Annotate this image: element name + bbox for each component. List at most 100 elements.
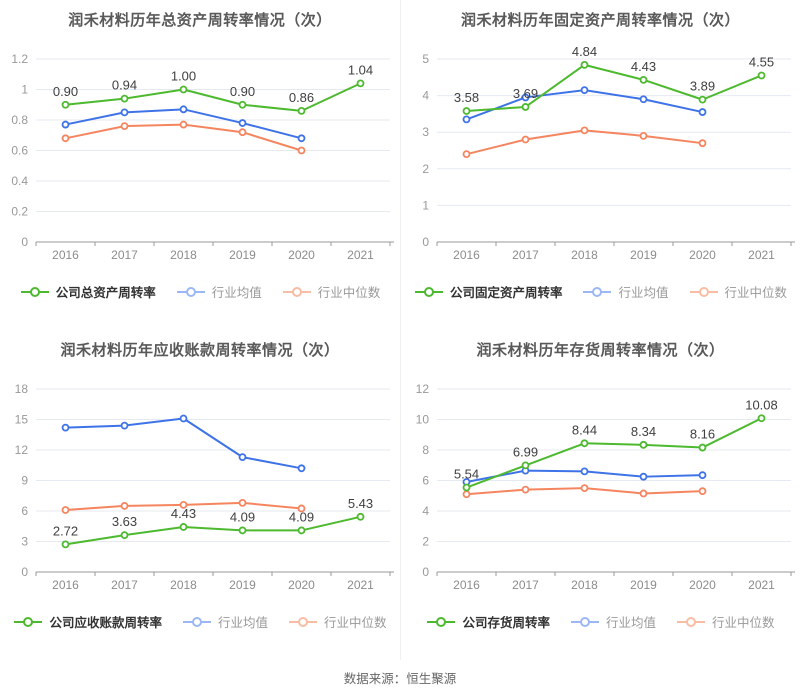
- data-point-marker[interactable]: [297, 134, 306, 143]
- data-point-marker[interactable]: [639, 75, 648, 84]
- data-point-marker[interactable]: [462, 115, 471, 124]
- data-point-marker[interactable]: [462, 490, 471, 499]
- y-tick-label: 8: [422, 443, 429, 457]
- y-tick-label: 0.8: [11, 113, 28, 127]
- data-point-marker[interactable]: [120, 502, 129, 510]
- x-tick-label: 2016: [52, 578, 79, 592]
- data-point-marker[interactable]: [580, 484, 589, 493]
- data-point-marker[interactable]: [462, 150, 471, 159]
- data-point-marker[interactable]: [61, 506, 70, 514]
- x-tick-label: 2021: [748, 578, 775, 592]
- data-point-marker[interactable]: [356, 79, 365, 88]
- data-point-marker[interactable]: [521, 103, 530, 111]
- data-point-marker[interactable]: [639, 95, 648, 104]
- line-chart-receivables-turnover[interactable]: 0 3 6 9 12 15 18 2016 2017 2018 2019 2020 2021 2.72 3.…: [0, 362, 400, 598]
- data-point-marker[interactable]: [521, 93, 530, 102]
- chart-legend: 公司应收账款周转率 行业均值 行业中位数: [0, 612, 400, 631]
- legend-item-company[interactable]: 公司总资产周转率: [20, 282, 156, 301]
- data-point-marker[interactable]: [61, 540, 70, 549]
- data-point-marker[interactable]: [639, 489, 648, 498]
- data-point-marker[interactable]: [120, 108, 129, 117]
- data-point-marker[interactable]: [120, 94, 129, 103]
- legend-item-industry-mean[interactable]: 行业均值: [176, 282, 262, 301]
- data-point-marker[interactable]: [120, 122, 129, 130]
- legend-item-industry-median[interactable]: 行业中位数: [689, 282, 787, 301]
- data-point-marker[interactable]: [238, 119, 247, 127]
- data-point-marker[interactable]: [120, 531, 129, 539]
- data-point-marker[interactable]: [639, 472, 648, 481]
- data-point-marker[interactable]: [238, 498, 247, 507]
- data-point-marker[interactable]: [580, 467, 589, 476]
- legend-label: 行业中位数: [317, 286, 381, 300]
- data-point-marker[interactable]: [757, 71, 766, 80]
- legend-item-company[interactable]: 公司存货周转率: [426, 612, 550, 631]
- legend-item-industry-mean[interactable]: 行业均值: [182, 612, 268, 631]
- data-point-marker[interactable]: [179, 105, 188, 114]
- data-point-marker[interactable]: [297, 106, 306, 115]
- data-point-marker[interactable]: [580, 126, 589, 135]
- value-label: 3.69: [513, 86, 538, 101]
- data-point-marker[interactable]: [238, 100, 247, 109]
- data-point-marker[interactable]: [356, 512, 365, 521]
- data-point-marker[interactable]: [61, 120, 70, 129]
- data-point-marker[interactable]: [297, 504, 306, 513]
- data-point-marker[interactable]: [639, 440, 648, 449]
- data-point-marker[interactable]: [521, 461, 530, 470]
- data-point-marker[interactable]: [521, 485, 530, 494]
- data-point-marker[interactable]: [179, 414, 188, 423]
- legend-item-company[interactable]: 公司固定资产周转率: [414, 282, 562, 301]
- data-point-marker[interactable]: [580, 86, 589, 95]
- legend-marker-icon: [414, 286, 443, 297]
- chart-legend: 公司固定资产周转率 行业均值 行业中位数: [401, 282, 800, 301]
- data-point-marker[interactable]: [698, 139, 707, 148]
- data-point-marker[interactable]: [179, 500, 188, 509]
- panel-fixed-asset-turnover: 润禾材料历年固定资产周转率情况（次） 0 1 2 3 4 5 2016 2017 2018 201…: [400, 0, 800, 330]
- legend-item-industry-median[interactable]: 行业中位数: [676, 612, 775, 631]
- line-chart-total-asset-turnover[interactable]: 0 0.2 0.4 0.6 0.8 1 1.2 2016 2017 2018 2019 2020 202…: [0, 32, 400, 268]
- data-point-marker[interactable]: [120, 421, 129, 430]
- legend-item-industry-median[interactable]: 行业中位数: [282, 282, 381, 301]
- value-label: 5.43: [348, 496, 373, 511]
- legend-label: 行业中位数: [712, 616, 775, 630]
- data-point-marker[interactable]: [61, 423, 70, 432]
- y-tick-label: 10: [416, 413, 430, 427]
- value-label: 4.09: [289, 509, 314, 524]
- data-point-marker[interactable]: [757, 414, 766, 423]
- y-tick-label: 5: [422, 52, 429, 66]
- data-point-marker[interactable]: [462, 107, 471, 115]
- line-chart-fixed-asset-turnover[interactable]: 0 1 2 3 4 5 2016 2017 2018 2019 2020 2021 3.58 3.69 4.…: [401, 32, 800, 268]
- data-point-marker[interactable]: [61, 134, 70, 143]
- data-point-marker[interactable]: [238, 128, 247, 137]
- data-point-marker[interactable]: [698, 487, 707, 496]
- legend-item-industry-median[interactable]: 行业中位数: [288, 612, 387, 631]
- data-point-marker[interactable]: [179, 120, 188, 129]
- data-point-marker[interactable]: [639, 131, 648, 140]
- data-point-marker[interactable]: [238, 453, 247, 462]
- line-chart-inventory-turnover[interactable]: 0 2 4 6 8 10 12 2016 2017 2018 2019 2020 2021 5.54 6.9…: [401, 362, 800, 598]
- x-tick-label: 2016: [453, 578, 480, 592]
- data-point-marker[interactable]: [179, 85, 188, 94]
- data-point-marker[interactable]: [698, 443, 707, 452]
- data-point-marker[interactable]: [238, 526, 247, 535]
- data-point-marker[interactable]: [698, 108, 707, 116]
- data-point-marker[interactable]: [580, 439, 589, 448]
- legend-marker-icon: [583, 286, 612, 297]
- series-line: [64, 515, 362, 546]
- data-point-marker[interactable]: [521, 135, 530, 144]
- value-label: 4.55: [749, 54, 774, 69]
- data-point-marker[interactable]: [580, 60, 589, 69]
- legend-item-industry-mean[interactable]: 行业均值: [582, 282, 669, 301]
- data-point-marker[interactable]: [698, 95, 707, 104]
- data-point-marker[interactable]: [297, 526, 306, 535]
- data-point-marker[interactable]: [462, 483, 471, 492]
- legend-label: 行业均值: [217, 616, 268, 630]
- data-point-marker[interactable]: [179, 523, 188, 531]
- data-point-marker[interactable]: [61, 100, 70, 109]
- data-point-marker[interactable]: [297, 464, 306, 473]
- legend-marker-icon: [289, 616, 317, 627]
- data-point-marker[interactable]: [297, 146, 306, 155]
- series-line: [64, 82, 362, 112]
- legend-item-industry-mean[interactable]: 行业均值: [570, 612, 656, 631]
- data-point-marker[interactable]: [698, 471, 707, 480]
- legend-item-company[interactable]: 公司应收账款周转率: [13, 612, 162, 631]
